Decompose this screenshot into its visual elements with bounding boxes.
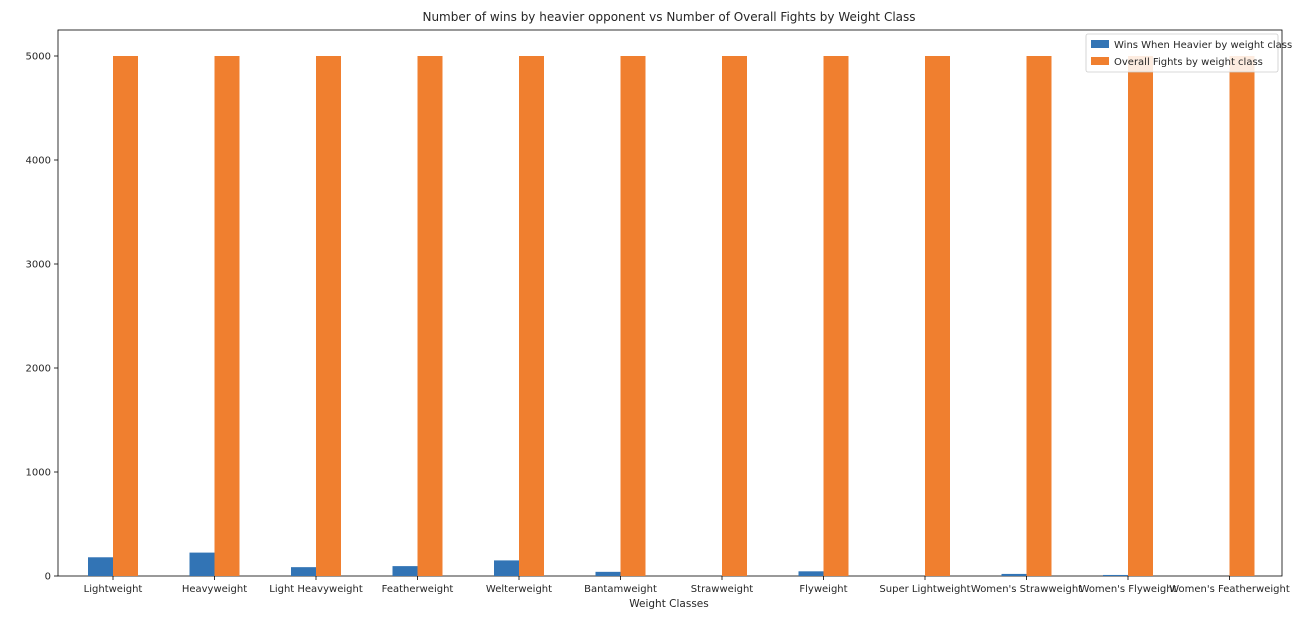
bars xyxy=(88,56,1255,576)
plot-frame xyxy=(57,29,1283,577)
legend-box xyxy=(1085,33,1279,73)
bar-overall-fights xyxy=(823,56,849,576)
y-tick-label: 0 xyxy=(45,572,51,583)
legend-swatch xyxy=(1091,57,1109,65)
bar-overall-fights xyxy=(925,56,950,576)
y-tick-label: 4000 xyxy=(26,156,51,167)
bar-overall-fights xyxy=(1026,56,1052,576)
bar-overall-fights xyxy=(214,56,240,576)
x-tick-label: Flyweight xyxy=(799,584,847,595)
x-tick-label: Featherweight xyxy=(382,584,454,595)
bar-wins-when-heavier xyxy=(189,552,215,576)
y-tick-label: 5000 xyxy=(26,52,51,63)
bar-wins-when-heavier xyxy=(1001,573,1027,576)
x-tick-label: Women's Strawweight xyxy=(971,584,1082,595)
bar-wins-when-heavier xyxy=(291,567,316,576)
x-tick-label: Women's Flyweight xyxy=(1080,584,1177,595)
x-tick-label: Lightweight xyxy=(84,584,143,595)
bar-wins-when-heavier xyxy=(595,571,621,576)
y-tick-label: 2000 xyxy=(26,364,51,375)
x-axis: Lightweight Heavyweight Light Heavyweight F… xyxy=(84,576,1290,595)
bar-overall-fights xyxy=(620,56,646,576)
bar-overall-fights xyxy=(113,56,138,576)
bar-overall-fights xyxy=(316,56,341,576)
bar-wins-when-heavier xyxy=(88,557,113,576)
x-tick-label: Bantamweight xyxy=(584,584,657,595)
y-tick-label: 3000 xyxy=(26,260,51,271)
bar-wins-when-heavier xyxy=(798,571,824,576)
x-tick-label: Women's Featherweight xyxy=(1169,584,1290,595)
bar-overall-fights xyxy=(1128,56,1153,576)
legend: Wins When Heavier by weight class Overall… xyxy=(1085,33,1292,73)
y-tick-label: 1000 xyxy=(26,468,51,479)
bar-overall-fights xyxy=(1229,56,1255,576)
bar-wins-when-heavier xyxy=(1103,574,1128,576)
x-tick-label: Strawweight xyxy=(691,584,753,595)
bar-wins-when-heavier xyxy=(494,560,519,576)
x-tick-label: Light Heavyweight xyxy=(269,584,363,595)
x-tick-label: Welterweight xyxy=(486,584,552,595)
legend-swatch xyxy=(1091,40,1109,48)
x-axis-label: Weight Classes xyxy=(629,598,708,610)
legend-label: Wins When Heavier by weight class xyxy=(1114,40,1292,51)
bar-wins-when-heavier xyxy=(392,566,418,576)
bar-overall-fights xyxy=(519,56,544,576)
x-tick-label: Super Lightweight xyxy=(879,584,970,595)
y-axis: 0 1000 2000 3000 4000 5000 xyxy=(26,52,58,583)
x-tick-label: Heavyweight xyxy=(182,584,247,595)
legend-label: Overall Fights by weight class xyxy=(1114,57,1263,68)
plot-area xyxy=(57,29,1283,577)
bar-overall-fights xyxy=(722,56,747,576)
bar-overall-fights xyxy=(417,56,443,576)
chart-title: Number of wins by heavier opponent vs Nu… xyxy=(422,10,915,24)
